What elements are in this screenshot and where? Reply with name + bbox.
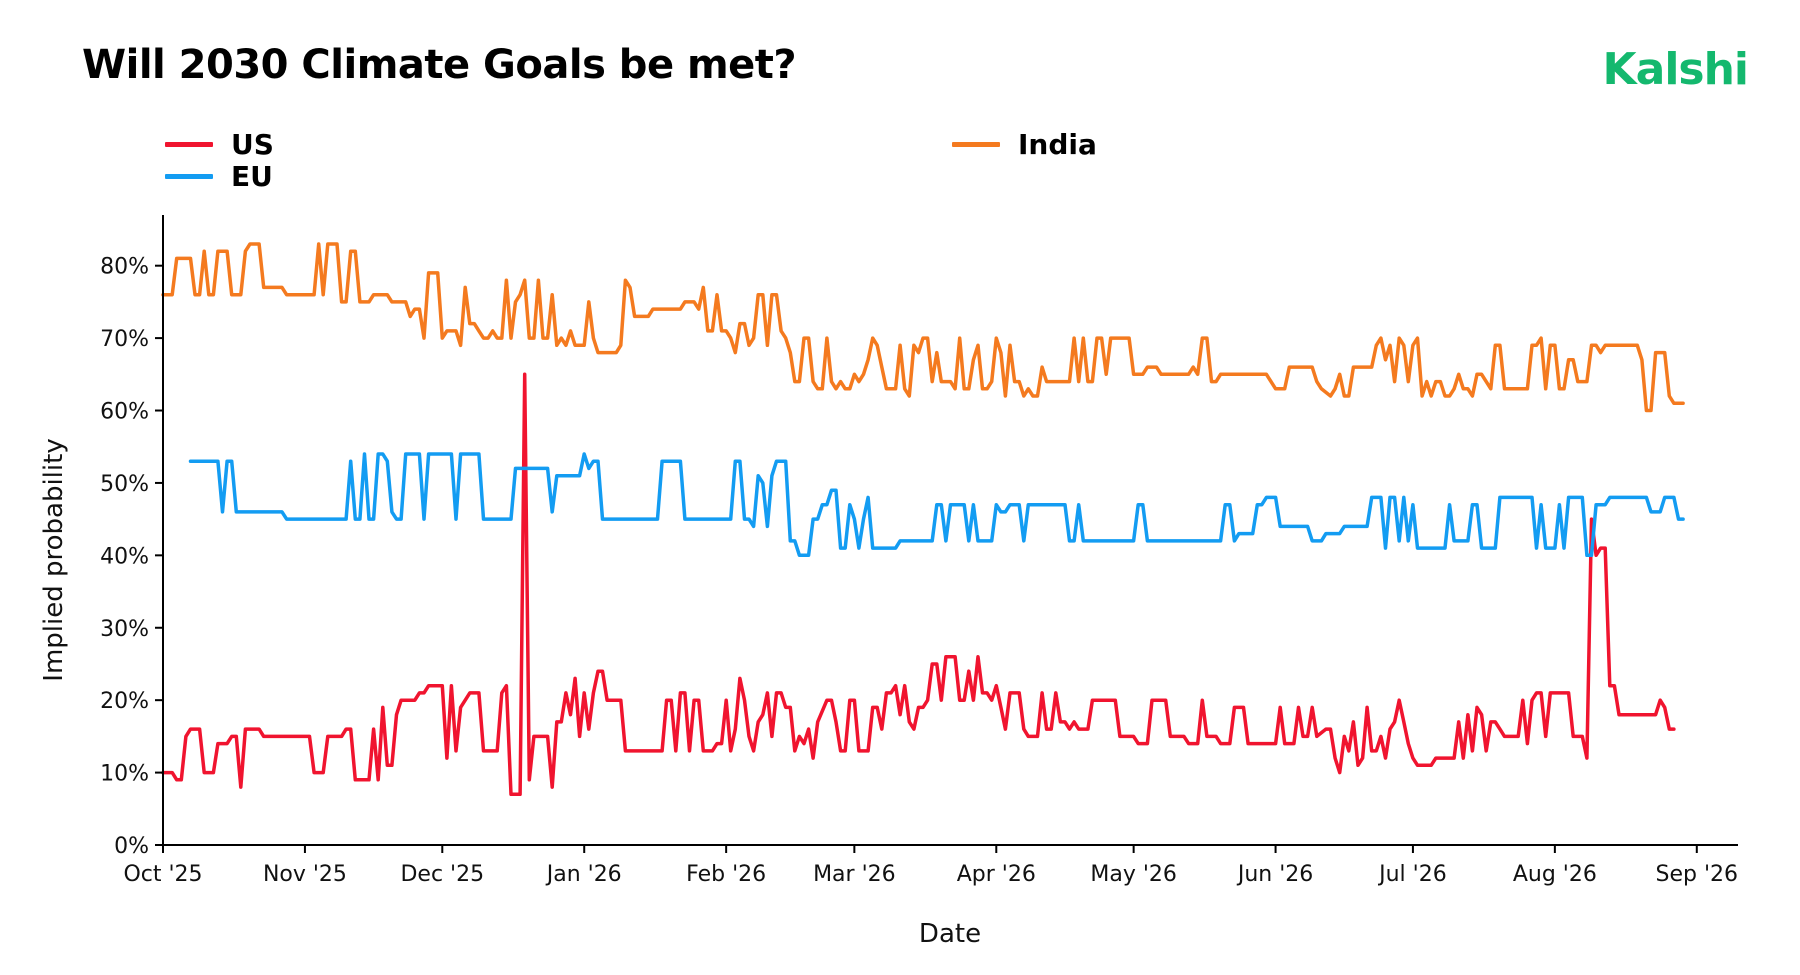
legend-item-us: US bbox=[165, 128, 274, 161]
series-line-india bbox=[161, 242, 1685, 413]
legend-item-india: India bbox=[952, 128, 1097, 161]
x-tick-label: Jan '26 bbox=[545, 862, 622, 887]
y-tick-label: 80% bbox=[100, 255, 149, 280]
brand-logo: Kalshi bbox=[1602, 44, 1749, 95]
legend-label-india: India bbox=[1018, 128, 1097, 161]
y-tick-label: 20% bbox=[100, 689, 149, 714]
series-layer bbox=[161, 242, 1685, 797]
y-tick-label: 10% bbox=[100, 762, 149, 787]
x-tick-label: Apr '26 bbox=[957, 862, 1036, 887]
x-tick-label: Sep '26 bbox=[1656, 862, 1739, 887]
legend-label-us: US bbox=[231, 128, 274, 161]
y-tick-label: 0% bbox=[114, 834, 149, 859]
x-tick-label: Feb '26 bbox=[686, 862, 766, 887]
y-tick-label: 30% bbox=[100, 617, 149, 642]
y-tick-label: 50% bbox=[100, 472, 149, 497]
y-ticks: 0% 10% 20% 30% 40% 50% 60% 70% 80% bbox=[100, 255, 163, 859]
x-tick-label: Dec '25 bbox=[400, 862, 484, 887]
y-axis-title: Implied probability bbox=[39, 438, 69, 681]
x-tick-label: Aug '26 bbox=[1513, 862, 1597, 887]
x-tick-label: Jun '26 bbox=[1236, 862, 1313, 887]
legend-swatch-us bbox=[165, 142, 213, 147]
chart-title: Will 2030 Climate Goals be met? bbox=[82, 42, 797, 88]
x-axis-title: Date bbox=[919, 919, 981, 949]
y-tick-label: 40% bbox=[100, 544, 149, 569]
x-tick-label: May '26 bbox=[1090, 862, 1177, 887]
legend-label-eu: EU bbox=[231, 160, 273, 193]
x-tick-label: Mar '26 bbox=[813, 862, 896, 887]
x-tick-label: Jul '26 bbox=[1377, 862, 1447, 887]
y-tick-label: 70% bbox=[100, 327, 149, 352]
x-tick-label: Oct '25 bbox=[123, 862, 202, 887]
legend-item-eu: EU bbox=[165, 160, 273, 193]
series-line-eu bbox=[188, 452, 1685, 558]
legend-swatch-india bbox=[952, 142, 1000, 147]
legend-swatch-eu bbox=[165, 174, 213, 179]
series-line-us bbox=[161, 372, 1676, 797]
y-tick-label: 60% bbox=[100, 400, 149, 425]
x-tick-label: Nov '25 bbox=[263, 862, 347, 887]
x-ticks: Oct '25 Nov '25 Dec '25 Jan '26 Feb '26 Mar '… bbox=[123, 845, 1738, 887]
